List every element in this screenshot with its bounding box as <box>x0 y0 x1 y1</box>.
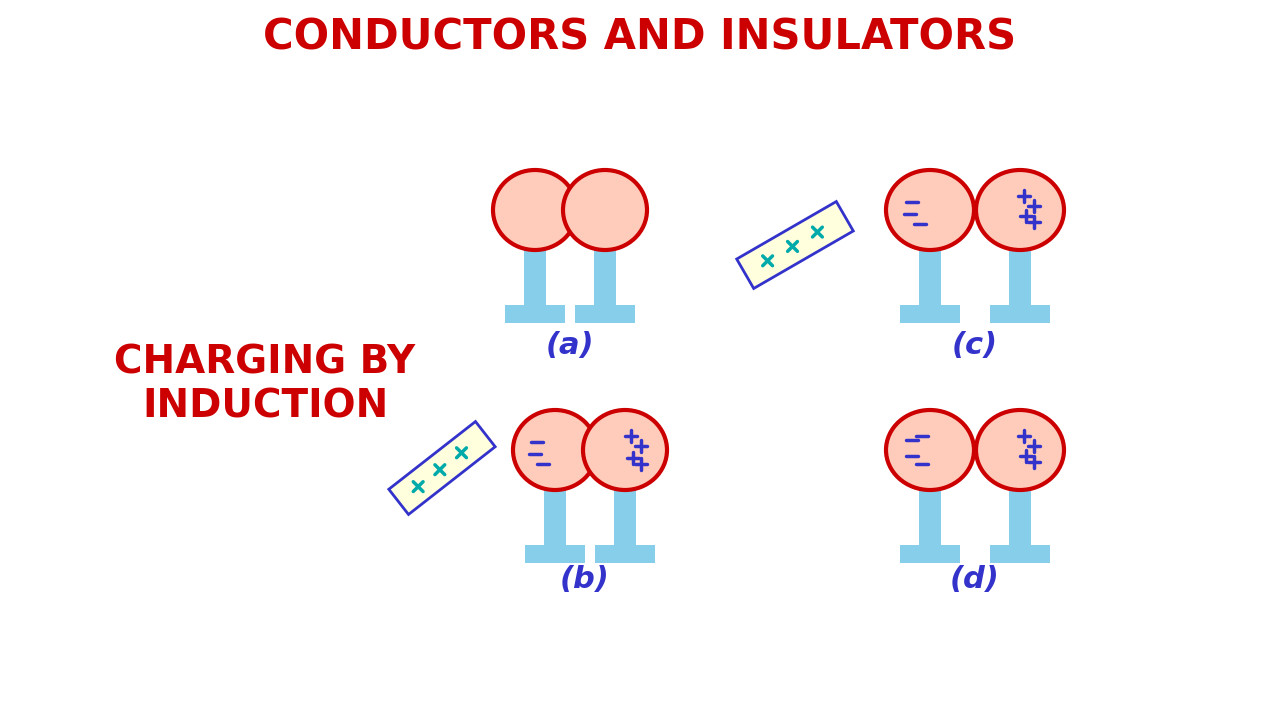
Ellipse shape <box>886 170 974 250</box>
Ellipse shape <box>582 410 667 490</box>
Text: (b): (b) <box>561 565 611 595</box>
Ellipse shape <box>493 170 577 250</box>
Bar <box>595 545 655 563</box>
Ellipse shape <box>977 170 1064 250</box>
Bar <box>614 490 636 545</box>
Text: CHARGING BY
INDUCTION: CHARGING BY INDUCTION <box>114 344 416 426</box>
Bar <box>989 545 1050 563</box>
Bar <box>575 305 635 323</box>
Ellipse shape <box>886 410 974 490</box>
Bar <box>506 305 564 323</box>
Ellipse shape <box>513 410 596 490</box>
Ellipse shape <box>977 410 1064 490</box>
Bar <box>1009 250 1030 305</box>
Bar <box>525 545 585 563</box>
Bar <box>594 250 616 305</box>
Bar <box>919 250 941 305</box>
Text: (a): (a) <box>545 330 594 359</box>
Bar <box>1009 490 1030 545</box>
Bar <box>900 545 960 563</box>
Text: (c): (c) <box>952 330 998 359</box>
Text: CONDUCTORS AND INSULATORS: CONDUCTORS AND INSULATORS <box>264 17 1016 59</box>
Polygon shape <box>737 202 854 289</box>
Polygon shape <box>389 421 495 515</box>
Bar <box>900 305 960 323</box>
Bar <box>989 305 1050 323</box>
Ellipse shape <box>563 170 646 250</box>
Bar <box>524 250 547 305</box>
Bar <box>544 490 566 545</box>
Bar <box>919 490 941 545</box>
Text: (d): (d) <box>950 565 1000 595</box>
